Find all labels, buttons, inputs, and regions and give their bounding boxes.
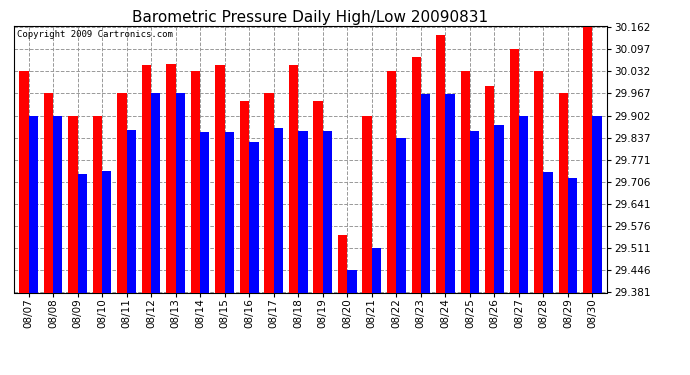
Bar	[485, 86, 495, 375]
Bar	[495, 125, 504, 375]
Bar	[102, 171, 111, 375]
Title: Barometric Pressure Daily High/Low 20090831: Barometric Pressure Daily High/Low 20090…	[132, 10, 489, 25]
Bar	[117, 93, 126, 375]
Bar	[249, 142, 259, 375]
Bar	[142, 65, 151, 375]
Bar	[264, 93, 274, 375]
Bar	[568, 178, 578, 375]
Bar	[151, 93, 161, 375]
Bar	[347, 270, 357, 375]
Bar	[176, 93, 185, 375]
Bar	[19, 71, 28, 375]
Bar	[411, 57, 421, 375]
Bar	[396, 138, 406, 375]
Bar	[298, 130, 308, 375]
Bar	[436, 35, 445, 375]
Bar	[240, 101, 249, 375]
Bar	[583, 27, 593, 375]
Bar	[225, 132, 234, 375]
Bar	[559, 93, 568, 375]
Bar	[362, 116, 372, 375]
Bar	[421, 94, 430, 375]
Bar	[510, 50, 519, 375]
Bar	[92, 116, 102, 375]
Bar	[387, 71, 396, 375]
Bar	[313, 101, 323, 375]
Bar	[53, 116, 62, 375]
Bar	[534, 71, 544, 375]
Bar	[372, 248, 381, 375]
Bar	[519, 116, 529, 375]
Bar	[289, 65, 298, 375]
Bar	[470, 130, 479, 375]
Bar	[460, 71, 470, 375]
Bar	[338, 235, 347, 375]
Bar	[544, 172, 553, 375]
Bar	[28, 116, 38, 375]
Bar	[200, 132, 210, 375]
Bar	[274, 128, 283, 375]
Bar	[323, 130, 332, 375]
Text: Copyright 2009 Cartronics.com: Copyright 2009 Cartronics.com	[17, 30, 172, 39]
Bar	[445, 94, 455, 375]
Bar	[126, 130, 136, 375]
Bar	[68, 116, 77, 375]
Bar	[215, 65, 225, 375]
Bar	[191, 71, 200, 375]
Bar	[166, 64, 176, 375]
Bar	[43, 93, 53, 375]
Bar	[593, 116, 602, 375]
Bar	[77, 174, 87, 375]
